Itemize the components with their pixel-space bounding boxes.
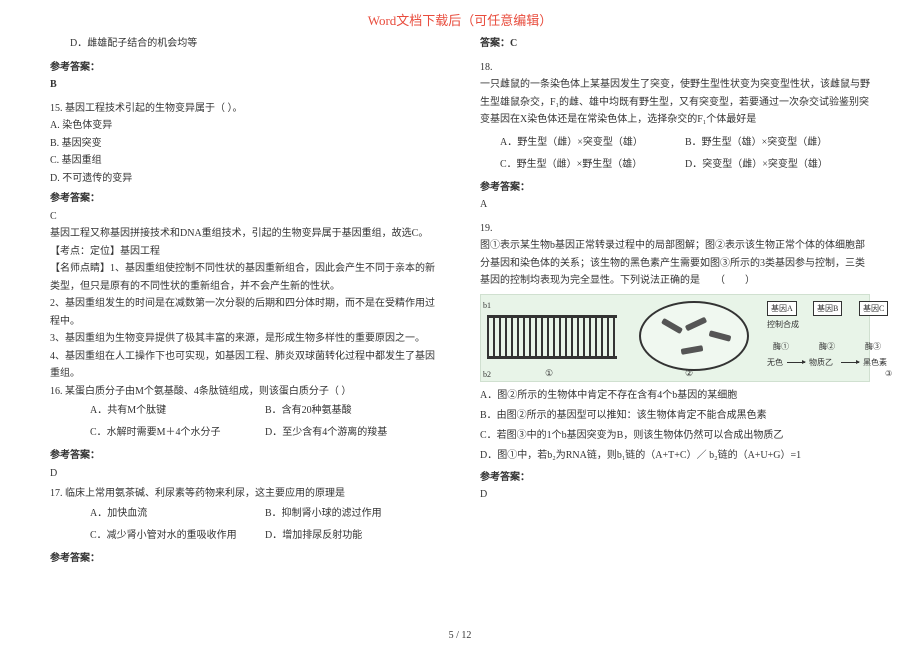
- circled-3: ③: [885, 369, 892, 378]
- q15-exp1: 基因工程又称基因拼接技术和DNA重组技术，引起的生物变异属于基因重组，故选C。: [50, 225, 440, 243]
- dna-icon: [487, 315, 617, 359]
- q14-option-d: D．雌雄配子结合的机会均等: [50, 35, 440, 53]
- answer-18: A: [480, 196, 870, 214]
- pathway-diagram: 基因A 基因B 基因C 控制合成 酶① 酶② 酶③ 无色 物质乙 黑色素 ③: [767, 301, 863, 375]
- proty-label: 物质乙: [809, 357, 833, 368]
- q16-b: B．含有20种氨基酸: [265, 400, 440, 422]
- q15-exp4: 2、基因重组发生的时间是在减数第一次分裂的后期和四分体时期，而不是在受精作用过程…: [50, 295, 440, 330]
- q16-a: A．共有M个肽键: [90, 400, 265, 422]
- q15-a: A. 染色体变异: [50, 117, 440, 135]
- q17-b: B．抑制肾小球的滤过作用: [265, 503, 440, 525]
- answer-16: D: [50, 465, 440, 483]
- gene-c-box: 基因C: [859, 301, 888, 316]
- q16-row2: C．水解时需要M＋4个水分子 D．至少含有4个游离的羧基: [50, 422, 440, 444]
- circled-2: ②: [685, 368, 693, 379]
- q19-b: B．由图②所示的基因型可以推知：该生物体肯定不能合成黑色素: [480, 406, 870, 426]
- q19-num: 19.: [480, 220, 870, 238]
- q16-stem: 16. 某蛋白质分子由M个氨基酸、4条肽链组成，则该蛋白质分子（ ）: [50, 383, 440, 401]
- q16-row1: A．共有M个肽键 B．含有20种氨基酸: [50, 400, 440, 422]
- q16-c: C．水解时需要M＋4个水分子: [90, 422, 265, 444]
- chromosome-icon: [685, 316, 707, 331]
- arrow-icon: [841, 362, 859, 363]
- q18-b: B．野生型（雄）×突变型（雌）: [685, 132, 870, 154]
- enz2-label: 酶②: [819, 341, 835, 352]
- gene-b-box: 基因B: [813, 301, 842, 316]
- q19-a: A．图②所示的生物体中肯定不存在含有4个b基因的某细胞: [480, 386, 870, 406]
- answer-label: 参考答案：: [480, 469, 870, 487]
- dna-label-b2: b2: [483, 370, 491, 379]
- q15-d: D. 不可遗传的变异: [50, 170, 440, 188]
- q18-num: 18.: [480, 59, 870, 77]
- q18-c: C．野生型（雌）×野生型（雄）: [500, 154, 685, 176]
- q16-d: D．至少含有4个游离的羧基: [265, 422, 440, 444]
- q19-text: 图①表示某生物b基因正常转录过程中的局部图解；图②表示该生物正常个体的体细胞部分…: [480, 237, 870, 290]
- q17-c: C．减少肾小管对水的重吸收作用: [90, 525, 265, 547]
- q18-a: A．野生型（雌）×突变型（雄）: [500, 132, 685, 154]
- dna-label-b1: b1: [483, 301, 491, 310]
- enz1-label: 酶①: [773, 341, 789, 352]
- q15-c: C. 基因重组: [50, 152, 440, 170]
- q15-stem: 15. 基因工程技术引起的生物变异属于（ ）。: [50, 100, 440, 118]
- circled-1: ①: [545, 368, 553, 379]
- answer-15: C: [50, 208, 440, 226]
- page-footer: 5 / 12: [0, 630, 920, 641]
- answer-14: B: [50, 76, 440, 94]
- left-column: D．雌雄配子结合的机会均等 参考答案： B 15. 基因工程技术引起的生物变异属…: [50, 35, 440, 567]
- q19-diagram: b1 b2 ① ② 基因A 基因B 基因C 控制合成 酶① 酶② 酶③ 无色: [480, 294, 870, 382]
- answer-label: 参考答案：: [50, 190, 440, 208]
- answer-17: 答案：C: [480, 35, 870, 53]
- q17-d: D．增加排尿反射功能: [265, 525, 440, 547]
- answer-label: 参考答案：: [50, 447, 440, 465]
- answer-19: D: [480, 486, 870, 504]
- right-column: 答案：C 18. 一只雌鼠的一条染色体上某基因发生了突变，使野生型性状变为突变型…: [480, 35, 870, 567]
- q18-d: D．突变型（雌）×突变型（雄）: [685, 154, 870, 176]
- q15-exp5: 3、基因重组为生物变异提供了极其丰富的来源，是形成生物多样性的重要原因之一。: [50, 330, 440, 348]
- cell-icon: [639, 301, 749, 371]
- q18-row1: A．野生型（雌）×突变型（雄） B．野生型（雄）×突变型（雌）: [480, 132, 870, 154]
- heise-label: 黑色素: [863, 357, 887, 368]
- q15-exp6: 4、基因重组在人工操作下也可实现，如基因工程、肺炎双球菌转化过程中都发生了基因重…: [50, 348, 440, 383]
- gene-a-box: 基因A: [767, 301, 797, 316]
- chromosome-icon: [681, 345, 704, 355]
- q17-row2: C．减少肾小管对水的重吸收作用 D．增加排尿反射功能: [50, 525, 440, 547]
- q17-row1: A．加快血流 B．抑制肾小球的滤过作用: [50, 503, 440, 525]
- enz3-label: 酶③: [865, 341, 881, 352]
- content-columns: D．雌雄配子结合的机会均等 参考答案： B 15. 基因工程技术引起的生物变异属…: [0, 35, 920, 567]
- arrow-icon: [787, 362, 805, 363]
- q15-exp2: 【考点：定位】基因工程: [50, 243, 440, 261]
- answer-label: 参考答案：: [50, 59, 440, 77]
- q19-d: D．图①中，若b₂为RNA链，则b₁链的（A+T+C）／ b₂链的（A+U+G）…: [480, 446, 870, 466]
- q17-a: A．加快血流: [90, 503, 265, 525]
- q15-b: B. 基因突变: [50, 135, 440, 153]
- q15-exp3: 【名师点睛】1、基因重组使控制不同性状的基因重新组合，因此会产生不同于亲本的新类…: [50, 260, 440, 295]
- chromosome-icon: [709, 330, 732, 341]
- control-label: 控制合成: [767, 319, 799, 330]
- page-header: Word文档下载后（可任意编辑）: [0, 0, 920, 35]
- q18-text: 一只雌鼠的一条染色体上某基因发生了突变，使野生型性状变为突变型性状，该雌鼠与野生…: [480, 76, 870, 129]
- q19-c: C．若图③中的1个b基因突变为B，则该生物体仍然可以合成出物质乙: [480, 426, 870, 446]
- q18-row2: C．野生型（雌）×野生型（雄） D．突变型（雌）×突变型（雄）: [480, 154, 870, 176]
- q17-stem: 17. 临床上常用氨茶碱、利尿素等药物来利尿，这主要应用的原理是: [50, 485, 440, 503]
- wuse-label: 无色: [767, 357, 783, 368]
- chromosome-icon: [661, 317, 683, 333]
- answer-label: 参考答案：: [480, 179, 870, 197]
- answer-label: 参考答案：: [50, 550, 440, 568]
